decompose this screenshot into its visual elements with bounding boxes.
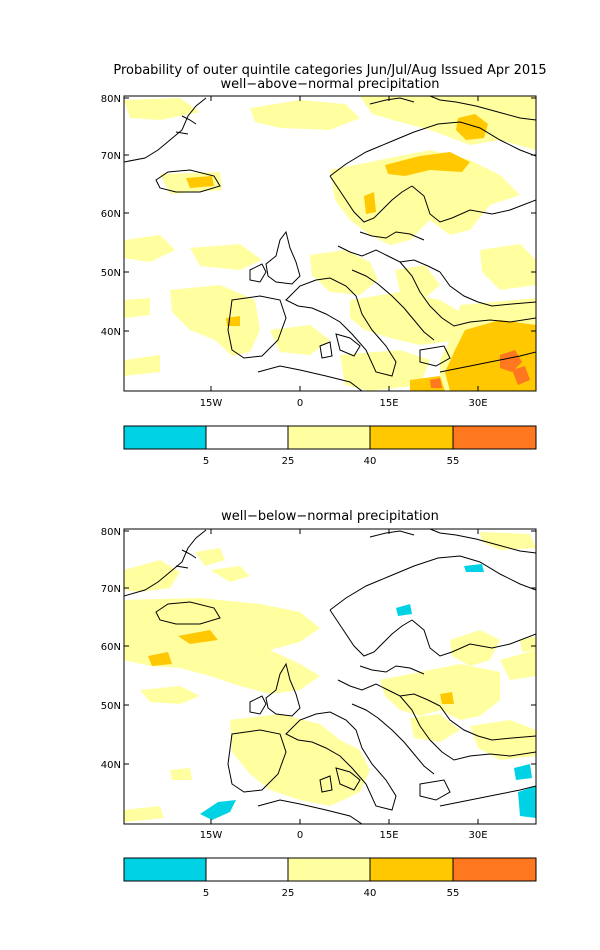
above-normal-55-plus-regions <box>430 350 530 388</box>
colorbar-1-tick-label: 5 <box>203 456 209 467</box>
colorbar-1-tick-label: 40 <box>364 456 377 467</box>
panel-2-subtitle: well−below−normal precipitation <box>221 509 439 524</box>
panel-1-lon-label: 30E <box>468 398 487 409</box>
panel-1-lat-axis <box>124 97 536 332</box>
panel-1-frame <box>123 95 537 392</box>
coastlines <box>124 96 536 391</box>
panel-1-subtitle: well−above−normal precipitation <box>220 77 440 92</box>
panel-1-lon-label: 15W <box>200 398 223 409</box>
panel-1-lat-label: 70N <box>101 151 121 162</box>
panel-1-lon-label: 15E <box>379 398 398 409</box>
panel-1-lat-label: 80N <box>101 94 121 105</box>
panel-1-lat-label: 50N <box>101 268 121 279</box>
panel-1-lon-axis <box>210 96 479 391</box>
panel-1-lat-label: 40N <box>101 327 121 338</box>
colorbar-1-tick-label: 55 <box>447 456 460 467</box>
colorbar-1-tick-label: 25 <box>282 456 295 467</box>
panel-1-lon-label: 0 <box>297 398 303 409</box>
panel-1-lat-label: 60N <box>101 209 121 220</box>
above-normal-40-55-regions <box>186 114 536 391</box>
panel-1-colorbar <box>123 425 537 450</box>
main-title: Probability of outer quintile categories… <box>113 63 547 78</box>
